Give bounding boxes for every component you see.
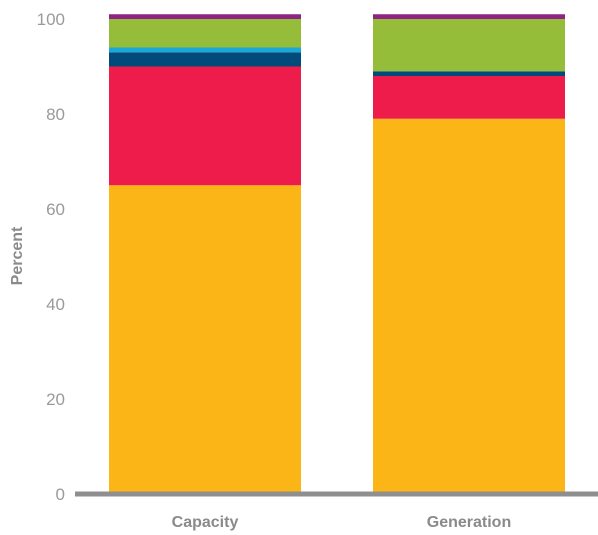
y-tick-label: 20	[46, 390, 65, 409]
bar-segment	[109, 19, 301, 48]
y-axis-ticks: 0 20 40 60 80 100	[37, 10, 65, 504]
bar-segment	[373, 19, 565, 72]
x-category-label: Capacity	[172, 514, 239, 531]
x-category-label: Generation	[427, 514, 511, 531]
y-tick-label: 100	[37, 10, 65, 29]
x-axis-labels: Capacity Generation	[172, 514, 512, 531]
bar-segment	[373, 76, 565, 119]
bar-segment	[109, 47, 301, 53]
bar-segment	[109, 14, 301, 19]
bar-segment	[373, 71, 565, 76]
y-tick-label: 60	[46, 200, 65, 219]
bar-segment	[109, 66, 301, 186]
y-tick-label: 80	[46, 105, 65, 124]
y-tick-label: 40	[46, 295, 65, 314]
y-tick-label: 0	[56, 485, 65, 504]
y-axis-title: Percent	[9, 226, 26, 285]
bar-segment	[373, 118, 565, 494]
bars	[109, 14, 565, 494]
bar-segment	[109, 52, 301, 67]
bar-segment	[109, 185, 301, 494]
bar-segment	[373, 14, 565, 19]
